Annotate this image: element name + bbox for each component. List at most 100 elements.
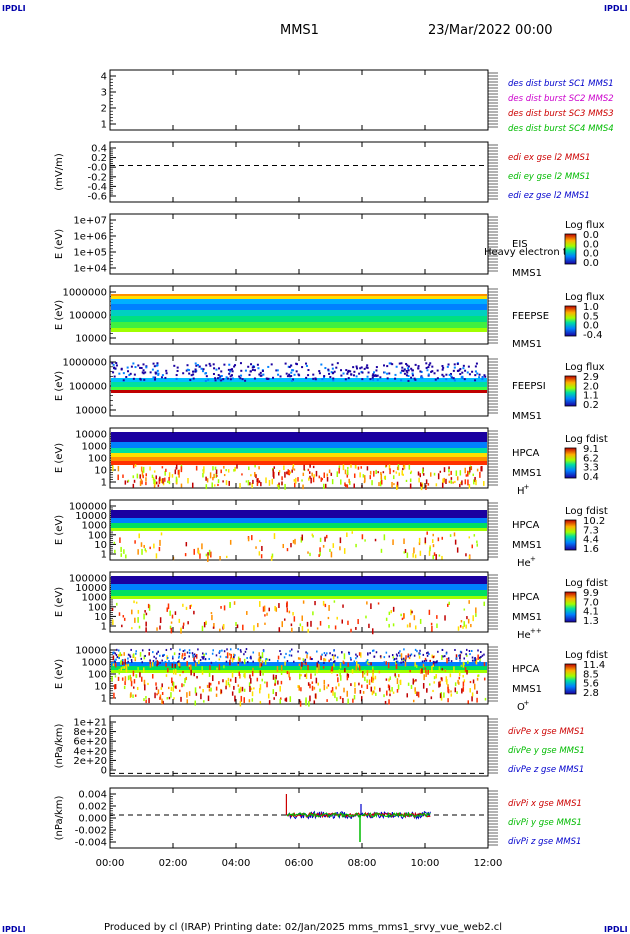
spectrogram-pixel (324, 483, 327, 489)
spectrogram-pixel (383, 694, 385, 698)
spectrogram-pixel (425, 672, 427, 677)
spectrogram-pixel (275, 674, 277, 680)
spectrogram-pixel (297, 477, 299, 482)
spectrogram-pixel (139, 366, 142, 369)
spectrogram-pixel (178, 663, 181, 667)
spectrogram-pixel (181, 653, 184, 657)
spectrogram-pixel (404, 659, 407, 662)
spectrogram-pixel (155, 657, 157, 660)
spectrogram-pixel (249, 482, 251, 486)
spectrogram-pixel (474, 657, 476, 660)
spectrogram-pixel (387, 662, 390, 669)
spectrogram-pixel (286, 601, 288, 607)
spectrogram-pixel (154, 692, 156, 699)
spectrogram-pixel (161, 683, 163, 688)
spectrogram-pixel (140, 466, 143, 472)
spectrogram-pixel (209, 665, 211, 671)
spectrogram-pixel (414, 662, 416, 667)
spectrogram-pixel (205, 652, 207, 655)
spectrogram-pixel (450, 470, 452, 475)
spectrogram-band (111, 461, 487, 465)
spectrogram-pixel (471, 544, 473, 549)
spectrogram-band (111, 596, 487, 599)
spectrogram-pixel (277, 655, 280, 660)
spectrogram-pixel (260, 663, 263, 667)
spectrogram-pixel (412, 699, 415, 703)
spectrogram-pixel (248, 466, 250, 471)
spectrogram-pixel (148, 648, 151, 651)
spectrogram-pixel (241, 378, 244, 381)
spectrogram-pixel (201, 656, 203, 659)
spectrogram-pixel (120, 653, 123, 657)
ytick-label: 8e+20 (73, 727, 107, 738)
spectrogram-pixel (195, 692, 198, 696)
spectrogram-pixel (130, 659, 133, 662)
spectrogram-pixel (472, 679, 475, 684)
spectrogram-pixel (119, 652, 121, 657)
spectrogram-pixel (352, 366, 355, 369)
spectrogram-pixel (229, 368, 232, 371)
spectrogram-pixel (415, 664, 418, 668)
spectrogram (111, 362, 487, 393)
ytick-label: 10000 (75, 583, 107, 594)
spectrogram-pixel (450, 375, 453, 378)
panel-frame (109, 213, 489, 275)
spectrogram-pixel (220, 469, 222, 474)
colorbar-tick-label: 11.4 (583, 660, 605, 671)
spectrogram-pixel (418, 655, 421, 659)
spectrogram-pixel (414, 687, 416, 692)
spectrogram-pixel (445, 373, 448, 376)
spectrogram-pixel (290, 648, 293, 651)
divpi-trace (286, 811, 431, 819)
spectrogram-pixel (389, 689, 391, 693)
spectrogram-pixel (407, 365, 410, 368)
spectrogram-pixel (462, 367, 465, 370)
spectrogram-pixel (411, 372, 414, 375)
spectrogram-pixel (258, 656, 261, 663)
spectrogram-pixel (312, 373, 315, 376)
spectrogram-pixel (371, 374, 374, 377)
spectrogram-pixel (132, 377, 135, 380)
spectrogram-pixel (453, 379, 456, 382)
spectrogram-pixel (285, 652, 287, 655)
spectrogram-band (111, 518, 487, 523)
spectrogram-pixel (321, 478, 323, 481)
spectrogram-pixel (333, 370, 336, 373)
spectrogram-pixel (423, 660, 426, 663)
spectrogram-pixel (209, 472, 212, 479)
spectrogram-pixel (111, 676, 113, 682)
spectrogram-pixel (239, 686, 242, 693)
spectrogram-pixel (373, 686, 376, 690)
spectrogram-pixel (127, 479, 130, 482)
spectrogram-pixel (329, 548, 331, 552)
spectrogram-pixel (213, 367, 216, 370)
spectrogram-pixel (131, 627, 133, 630)
spectrogram-pixel (460, 376, 463, 379)
spectrogram-pixel (369, 652, 371, 655)
spectrogram-pixel (399, 679, 402, 686)
spectrogram-pixel (336, 616, 338, 620)
spectrogram-pixel (164, 470, 166, 476)
spectrogram-pixel (212, 363, 215, 366)
spectrogram-pixel (410, 367, 413, 370)
spectrogram-pixel (432, 664, 434, 667)
footer-credit: Produced by cl (IRAP) Printing date: 02/… (104, 922, 502, 933)
spectrogram-pixel (249, 674, 251, 679)
spectrogram-pixel (419, 473, 421, 477)
spectrogram-pixel (412, 678, 415, 683)
spectrogram-pixel (186, 660, 188, 667)
spectrogram-pixel (246, 657, 248, 660)
ytick-label: 1000 (82, 593, 107, 604)
spectrogram-pixel (374, 675, 377, 680)
spectrogram-pixel (215, 368, 218, 371)
spectrogram-pixel (403, 648, 405, 651)
spectrogram-pixel (144, 684, 146, 691)
spectrogram-pixel (288, 373, 291, 376)
ytick-label: 10000 (75, 406, 107, 417)
spectrogram-pixel (283, 618, 286, 621)
spectrogram-pixel (147, 682, 149, 686)
spectrogram-pixel (261, 678, 263, 682)
